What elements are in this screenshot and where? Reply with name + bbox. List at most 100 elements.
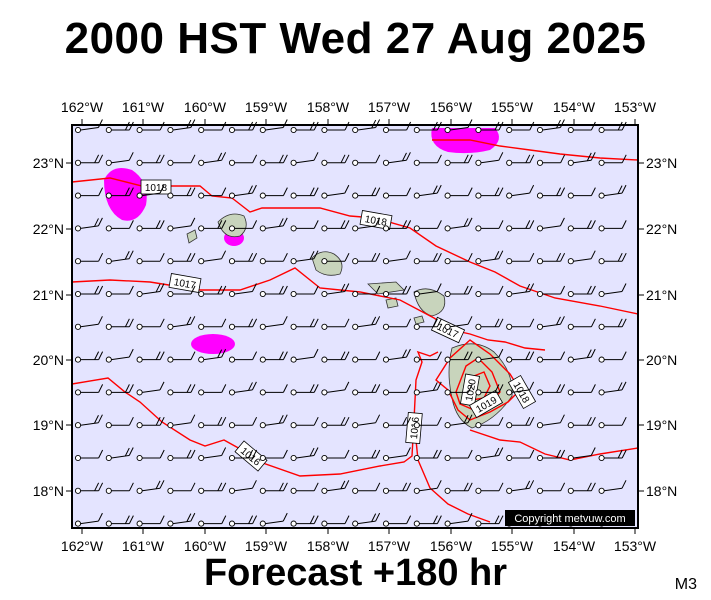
station-dot	[598, 290, 605, 298]
station-dot	[290, 225, 297, 232]
station-dot	[321, 192, 328, 199]
lat-label: 22°N	[646, 221, 677, 237]
latitude-labels-left: 23°N 22°N 21°N 20°N 19°N 18°N	[33, 155, 64, 499]
barb-feather	[340, 351, 346, 360]
lat-label: 21°N	[646, 287, 677, 303]
barb-feather	[248, 515, 254, 524]
lat-label: 23°N	[33, 155, 64, 171]
wind-barb	[167, 512, 196, 527]
barb-shaft	[326, 389, 345, 393]
barb-feather	[344, 515, 350, 524]
lon-label: 156°W	[430, 99, 473, 115]
barb-feather	[463, 351, 469, 360]
barb-feather	[190, 119, 196, 128]
station-dot	[167, 422, 174, 429]
barb-shaft	[388, 454, 407, 459]
barb-shaft	[542, 225, 561, 229]
wind-barb	[74, 449, 104, 462]
wind-barb	[228, 449, 258, 462]
station-dot	[475, 225, 482, 232]
station-dot	[105, 389, 112, 396]
lon-label: 158°W	[307, 538, 350, 554]
station-dot	[536, 389, 544, 396]
barb-feather	[405, 447, 411, 456]
barb-feather	[498, 348, 504, 358]
barb-feather	[313, 482, 319, 492]
island-kahoolawe	[413, 315, 425, 325]
wind-barb	[321, 515, 350, 527]
barb-shaft	[542, 323, 561, 328]
barb-feather	[375, 449, 381, 459]
wind-barb	[136, 351, 165, 363]
wind-barb	[475, 384, 504, 396]
barb-feather	[525, 480, 531, 490]
barb-feather	[529, 318, 535, 328]
barb-feather	[278, 415, 284, 424]
barb-feather	[529, 220, 535, 229]
barb-shaft	[326, 290, 345, 295]
barb-feather	[621, 220, 627, 229]
barb-feather	[590, 416, 596, 426]
station-dot	[74, 192, 82, 199]
barb-feather	[159, 449, 165, 459]
station-dot	[475, 454, 482, 462]
wind-barb	[444, 316, 473, 330]
barb-feather	[217, 482, 223, 492]
wind-barb	[567, 348, 596, 363]
barb-feather	[282, 316, 288, 325]
wind-barb	[382, 220, 412, 232]
station-dot	[352, 126, 359, 134]
barb-feather	[313, 384, 319, 393]
barb-feather	[406, 285, 412, 295]
barb-feather	[432, 449, 438, 459]
station-dot	[413, 192, 420, 199]
barb-feather	[278, 218, 284, 227]
wind-barb	[598, 351, 627, 363]
station-dot	[321, 422, 328, 429]
lat-label: 21°N	[33, 287, 64, 303]
wind-barb	[228, 515, 258, 527]
station-dot	[228, 422, 236, 429]
barb-feather	[494, 384, 500, 393]
wind-barb	[321, 154, 350, 166]
barb-feather	[252, 351, 258, 360]
barb-feather	[621, 184, 627, 194]
wind-barb	[444, 449, 473, 462]
wind-barb	[536, 449, 566, 462]
station-dot	[352, 422, 359, 429]
barb-feather	[98, 449, 104, 459]
barb-feather	[159, 351, 165, 360]
barb-feather	[155, 351, 161, 360]
wind-barb	[567, 250, 596, 265]
station-dot	[475, 159, 482, 166]
barb-feather	[186, 252, 192, 262]
lon-label: 159°W	[245, 99, 288, 115]
wind-barb	[167, 316, 196, 330]
wind-barb	[321, 184, 350, 199]
wind-barb	[105, 348, 134, 363]
wind-barb	[598, 381, 627, 396]
barb-feather	[251, 480, 257, 489]
barb-feather	[559, 414, 565, 423]
wind-barb	[382, 416, 412, 429]
barb-feather	[436, 184, 442, 194]
barb-feather	[406, 220, 412, 229]
barb-feather	[190, 252, 196, 262]
wind-barb	[413, 184, 442, 199]
barb-feather	[617, 449, 623, 459]
barb-feather	[560, 449, 566, 459]
barb-feather	[467, 217, 473, 227]
station-dot	[259, 520, 266, 527]
barb-feather	[159, 381, 165, 391]
station-dot	[136, 323, 143, 330]
station-dot	[228, 454, 236, 462]
wind-barb	[506, 184, 535, 199]
wind-barb	[136, 318, 165, 330]
station-dot	[352, 258, 359, 265]
barb-feather	[498, 152, 504, 161]
barb-feather	[371, 513, 377, 522]
isobar-label: 1018	[359, 210, 393, 230]
station-dot	[536, 356, 544, 363]
station-dot	[167, 225, 174, 232]
wind-barb	[259, 154, 288, 166]
